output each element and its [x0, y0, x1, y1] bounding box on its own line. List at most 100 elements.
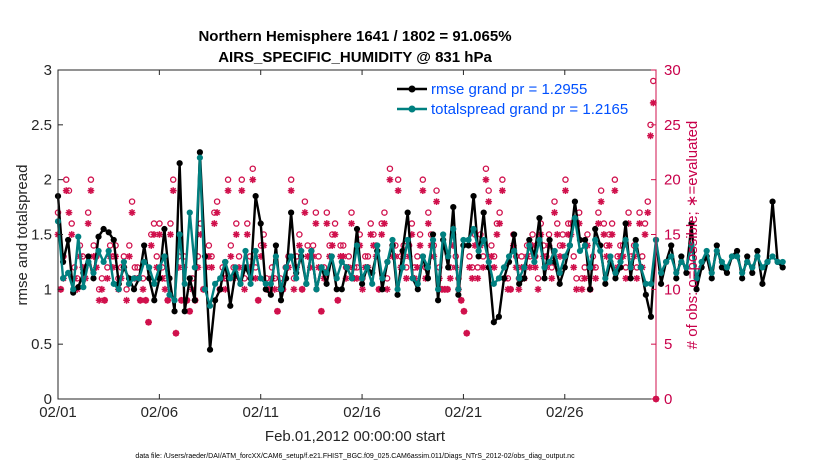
possible-obs-point — [312, 209, 320, 216]
y2-tick-label: 10 — [664, 281, 681, 298]
x-axis-label: Feb.01,2012 00:00:00 start — [265, 428, 446, 445]
totalspread-point — [708, 269, 715, 276]
evaluated-obs-point — [208, 264, 216, 271]
evaluated-obs-point — [246, 264, 254, 271]
possible-obs-point — [87, 176, 95, 183]
possible-obs-point — [233, 220, 240, 227]
y-tick-label: 1 — [44, 281, 52, 298]
x-tick-label: 02/16 — [343, 404, 381, 421]
evaluated-obs-point — [328, 242, 336, 249]
evaluated-obs-point — [479, 264, 487, 271]
possible-obs-point — [309, 242, 317, 249]
rmse-point — [353, 225, 361, 233]
totalspread-point — [445, 253, 452, 260]
rmse-point — [526, 236, 533, 244]
evaluated-obs-point — [413, 264, 421, 271]
evaluated-obs-point — [649, 99, 657, 107]
evaluated-obs-point — [90, 253, 98, 260]
possible-obs-point — [62, 176, 70, 183]
possible-obs-point — [570, 253, 577, 260]
rmse-point — [521, 275, 528, 282]
evaluated-obs-point — [644, 209, 652, 216]
totalspread-point — [541, 264, 548, 271]
evaluated-obs-point — [370, 242, 377, 249]
totalspread-point — [576, 247, 584, 255]
evaluated-obs-point — [331, 231, 339, 238]
totalspread-point — [703, 247, 710, 255]
possible-obs-point — [331, 220, 339, 227]
totalspread-point — [282, 264, 290, 271]
evaluated-obs-point — [556, 253, 564, 260]
rmse-point — [581, 236, 589, 244]
chart-title: Northern Hemisphere 1641 / 1802 = 91.065… — [198, 28, 511, 45]
rmse-point — [455, 291, 462, 298]
totalspread-point — [759, 264, 766, 271]
possible-obs-point — [414, 253, 421, 260]
totalspread-point — [252, 247, 259, 255]
totalspread-point — [495, 275, 502, 282]
evaluated-obs-point — [575, 220, 583, 227]
evaluated-obs-point — [496, 220, 504, 227]
evaluated-obs-point — [498, 187, 506, 195]
evaluated-obs-point — [241, 285, 248, 293]
possible-obs-point — [301, 198, 309, 205]
y2-tick-label: 30 — [664, 62, 681, 79]
evaluated-obs-point — [597, 198, 605, 205]
evaluated-obs-point — [93, 264, 100, 271]
rmse-point — [587, 286, 594, 293]
evaluated-obs-point — [468, 274, 476, 282]
possible-obs-point — [323, 209, 331, 216]
totalspread-point — [571, 214, 579, 222]
rmse-point — [105, 229, 112, 236]
totalspread-point — [419, 253, 426, 260]
rmse-point — [622, 220, 629, 227]
evaluated-obs-point — [378, 231, 386, 238]
totalspread-point — [212, 280, 219, 287]
rmse-point — [404, 209, 411, 216]
possible-obs-point — [68, 220, 75, 227]
totalspread-point — [678, 258, 685, 266]
rmse-point — [571, 198, 579, 205]
evaluated-obs-point — [375, 285, 383, 293]
x-tick-label: 02/26 — [546, 404, 584, 421]
totalspread-point — [95, 247, 102, 255]
possible-obs-point — [419, 176, 427, 183]
possible-obs-point — [548, 264, 556, 271]
totalspread-point — [272, 253, 280, 260]
evaluated-obs-point — [298, 285, 306, 293]
rmse-point — [85, 253, 92, 260]
totalspread-point — [657, 269, 665, 276]
evaluated-obs-point — [312, 220, 320, 227]
y-tick-label: 0 — [44, 391, 52, 408]
possible-obs-point — [611, 176, 619, 183]
evaluated-obs-point — [460, 307, 468, 315]
totalspread-point — [688, 242, 695, 249]
rmse-point — [181, 308, 188, 315]
x-tick-label: 02/21 — [445, 404, 483, 421]
possible-obs-point — [348, 209, 355, 216]
evaluated-obs-point — [290, 285, 298, 293]
evaluated-obs-point — [103, 274, 111, 282]
possible-obs-point — [315, 253, 322, 260]
evaluated-obs-point — [139, 285, 147, 293]
possible-obs-point — [238, 176, 246, 183]
totalspread-point — [511, 247, 518, 255]
evaluated-obs-point — [128, 209, 136, 216]
evaluated-obs-point — [136, 296, 144, 304]
totalspread-point — [217, 275, 224, 282]
rmse-point — [627, 275, 634, 282]
possible-obs-point — [123, 286, 130, 293]
rmse-point — [424, 275, 432, 282]
rmse-point — [267, 291, 274, 298]
rmse-point — [358, 280, 366, 287]
totalspread-point — [146, 264, 153, 271]
totalspread-point — [389, 236, 396, 244]
evaluated-obs-point — [553, 231, 561, 238]
totalspread-point — [668, 253, 675, 260]
rmse-point — [693, 286, 700, 293]
rmse-point — [708, 275, 715, 282]
evaluated-obs-point — [235, 264, 243, 271]
possible-obs-point — [296, 231, 303, 238]
rmse-point — [252, 193, 259, 200]
evaluated-obs-point — [301, 209, 309, 216]
